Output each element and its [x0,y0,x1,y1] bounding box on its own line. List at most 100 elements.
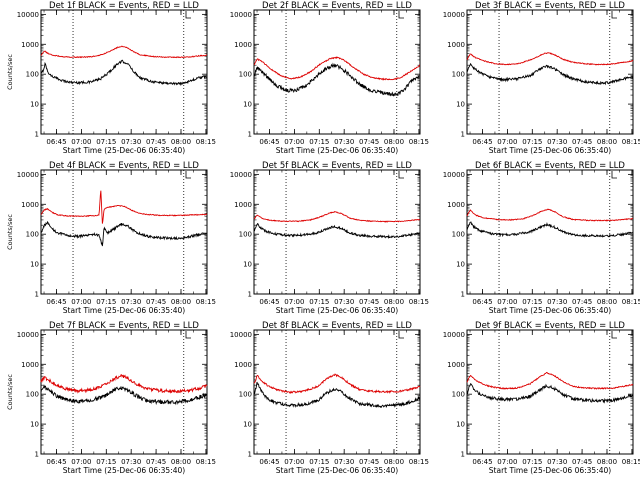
panel-det-6: Det 6f BLACK = Events, RED = LLD 1 10 100 10… [443,161,640,315]
y-tick-label: 1 [35,291,39,299]
x-tick-label: 07:00 [71,458,91,466]
series-events [40,384,208,406]
x-tick-label: 07:45 [359,458,379,466]
y-tick-label: 10000 [17,11,39,19]
x-axis-label: Start Time (25-Dec-06 06:35:40) [489,466,611,475]
panel-det-4: Det 4f BLACK = Events, RED = LLD 1 10 100 10… [6,161,216,315]
x-tick-label: 06:45 [46,458,66,466]
y-tick-label: 10000 [230,171,252,179]
y-axis-label: Counts/sec [6,54,14,90]
x-tick-label: 08:00 [384,298,404,306]
x-tick-label: 08:00 [597,138,617,146]
y-tick-label: 10000 [230,11,252,19]
x-tick-label: 07:30 [121,138,141,146]
y-tick-label: 10000 [17,171,39,179]
y-tick-label: 10000 [443,11,465,19]
y-tick-label: 100 [26,391,39,399]
x-tick-label: 06:45 [46,298,66,306]
x-axis-label: Start Time (25-Dec-06 06:35:40) [276,306,398,315]
y-tick-label: 1 [35,131,39,139]
x-tick-label: 08:15 [622,298,640,306]
x-tick-label: 07:45 [572,458,592,466]
x-tick-label: 07:15 [96,458,116,466]
y-tick-label: 100 [452,391,465,399]
x-tick-label: 07:45 [572,298,592,306]
y-tick-label: 1000 [447,361,465,369]
panel-title: Det 2f BLACK = Events, RED = LLD [262,1,412,11]
x-tick-label: 07:45 [359,138,379,146]
series-events [253,223,421,239]
series-events [253,62,421,97]
panel-title: Det 6f BLACK = Events, RED = LLD [475,161,625,171]
plot-frame [466,169,634,295]
y-tick-label: 1000 [234,41,252,49]
y-tick-label: 10 [456,261,465,269]
plot-frame [40,169,208,295]
series-events [40,220,208,247]
y-tick-label: 100 [26,231,39,239]
plot-frame [253,329,421,455]
x-tick-label: 06:45 [259,458,279,466]
y-tick-label: 1000 [234,201,252,209]
y-tick-label: 1 [248,291,252,299]
x-tick-label: 08:00 [384,458,404,466]
y-tick-label: 10000 [443,171,465,179]
plot-frame [253,169,421,295]
x-tick-label: 07:00 [284,298,304,306]
series-lld [40,374,208,394]
x-tick-label: 08:00 [597,458,617,466]
series-lld [466,371,634,390]
y-tick-label: 1 [461,291,465,299]
y-tick-label: 1000 [447,201,465,209]
series-lld [40,190,208,224]
x-tick-label: 06:45 [259,298,279,306]
series-lld [466,52,634,66]
x-tick-label: 07:15 [309,458,329,466]
series-lld [253,211,421,223]
x-tick-label: 08:00 [384,138,404,146]
x-tick-label: 08:15 [409,458,429,466]
panel-det-7: Det 7f BLACK = Events, RED = LLD 1 10 100 10… [6,321,216,475]
x-tick-label: 08:15 [196,298,216,306]
x-tick-label: 07:30 [547,458,567,466]
panel-title: Det 3f BLACK = Events, RED = LLD [475,1,625,11]
x-tick-label: 06:45 [472,458,492,466]
x-axis-label: Start Time (25-Dec-06 06:35:40) [489,306,611,315]
x-tick-label: 07:00 [497,458,517,466]
x-tick-label: 07:15 [96,138,116,146]
x-tick-label: 06:45 [472,138,492,146]
series-events [253,381,421,409]
x-tick-label: 07:15 [309,298,329,306]
corner-marker [611,11,617,19]
x-tick-label: 08:00 [171,458,191,466]
x-tick-label: 07:30 [121,458,141,466]
y-tick-label: 10 [243,101,252,109]
x-tick-label: 07:15 [522,458,542,466]
panel-det-5: Det 5f BLACK = Events, RED = LLD 1 10 100 10… [230,161,429,315]
corner-marker [398,331,404,339]
y-tick-label: 10000 [443,331,465,339]
panel-det-1: Det 1f BLACK = Events, RED = LLD 1 10 100 10… [6,1,216,155]
x-tick-label: 08:15 [196,458,216,466]
x-axis-label: Start Time (25-Dec-06 06:35:40) [63,146,185,155]
y-tick-label: 1 [248,131,252,139]
y-tick-label: 10 [456,101,465,109]
x-tick-label: 07:45 [572,138,592,146]
y-tick-label: 100 [452,231,465,239]
panel-title: Det 9f BLACK = Events, RED = LLD [475,321,625,331]
y-tick-label: 100 [239,391,252,399]
y-tick-label: 1000 [21,361,39,369]
x-tick-label: 07:15 [309,138,329,146]
panel-title: Det 8f BLACK = Events, RED = LLD [262,321,412,331]
panel-title: Det 5f BLACK = Events, RED = LLD [262,161,412,171]
x-tick-label: 07:45 [359,298,379,306]
series-lld [466,208,634,222]
x-tick-label: 07:30 [334,138,354,146]
corner-marker [185,331,191,339]
x-tick-label: 07:45 [146,298,166,306]
y-tick-label: 10 [30,101,39,109]
x-tick-label: 07:30 [547,138,567,146]
y-tick-label: 10 [456,421,465,429]
panel-det-2: Det 2f BLACK = Events, RED = LLD 1 10 100 10… [230,1,429,155]
corner-marker [611,331,617,339]
